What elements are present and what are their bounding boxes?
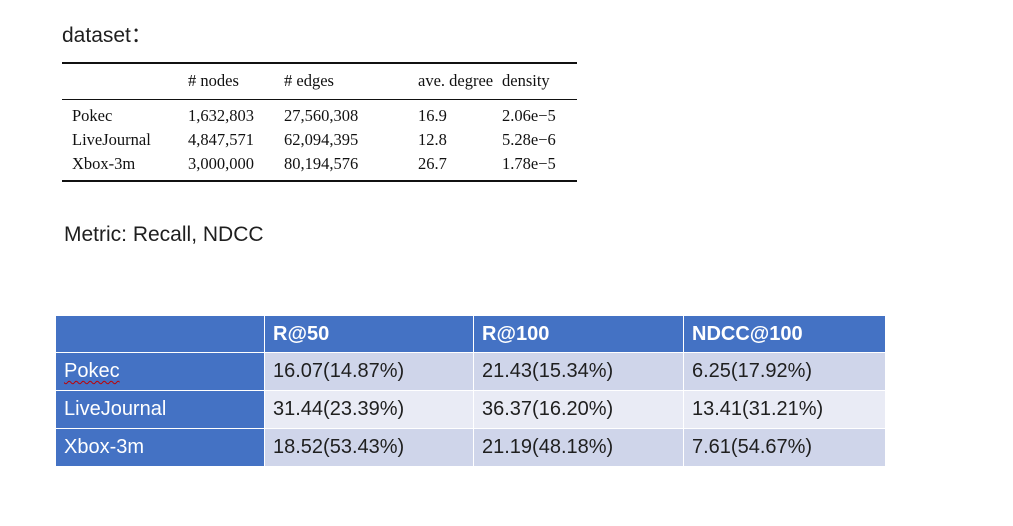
stats-nodes: 3,000,000 <box>188 154 254 173</box>
results-ndcc100-cell: 7.61(54.67%) <box>683 428 886 467</box>
stats-density: 5.28e−6 <box>502 130 556 149</box>
stats-header-row: # nodes # edges ave. degree density <box>62 64 577 100</box>
stats-edges: 80,194,576 <box>284 154 359 173</box>
results-ndcc100-cell: 6.25(17.92%) <box>683 352 886 391</box>
stats-nodes: 4,847,571 <box>188 130 254 149</box>
results-dataset-name: Pokec <box>64 360 120 382</box>
stats-row: Xbox-3m 3,000,000 80,194,576 26.7 1.78e−… <box>62 152 577 176</box>
stats-degree: 26.7 <box>418 154 447 173</box>
stats-edges: 27,560,308 <box>284 106 359 125</box>
stats-dataset-name: Xbox-3m <box>72 154 136 173</box>
results-header-r50: R@50 <box>264 315 474 353</box>
results-dataset-cell: LiveJournal <box>55 390 265 429</box>
results-r100-cell: 21.43(15.34%) <box>473 352 684 391</box>
dataset-stats-table: # nodes # edges ave. degree density Poke… <box>62 62 577 182</box>
results-r50-cell: 18.52(53.43%) <box>264 428 474 467</box>
stats-nodes: 1,632,803 <box>188 106 254 125</box>
results-r100-cell: 21.19(48.18%) <box>473 428 684 467</box>
stats-density: 1.78e−5 <box>502 154 556 173</box>
stats-header-edges: # edges <box>284 71 334 90</box>
results-header-row: R@50 R@100 NDCC@100 <box>55 315 886 353</box>
results-header-corner <box>55 315 265 353</box>
results-dataset-cell: Pokec <box>55 352 265 391</box>
results-row: LiveJournal 31.44(23.39%) 36.37(16.20%) … <box>55 390 886 429</box>
results-r50-cell: 31.44(23.39%) <box>264 390 474 429</box>
stats-row: LiveJournal 4,847,571 62,094,395 12.8 5.… <box>62 128 577 152</box>
stats-degree: 12.8 <box>418 130 447 149</box>
stats-dataset-name: Pokec <box>72 106 113 125</box>
stats-dataset-name: LiveJournal <box>72 130 151 149</box>
results-ndcc100-cell: 13.41(31.21%) <box>683 390 886 429</box>
results-dataset-cell: Xbox-3m <box>55 428 265 467</box>
results-row: Xbox-3m 18.52(53.43%) 21.19(48.18%) 7.61… <box>55 428 886 467</box>
stats-header-nodes: # nodes <box>188 71 239 90</box>
results-row: Pokec 16.07(14.87%) 21.43(15.34%) 6.25(1… <box>55 352 886 391</box>
results-header-r100: R@100 <box>473 315 684 353</box>
results-table: R@50 R@100 NDCC@100 Pokec 16.07(14.87%) … <box>55 315 886 467</box>
results-r50-cell: 16.07(14.87%) <box>264 352 474 391</box>
dataset-label: dataset： <box>62 24 152 47</box>
stats-header-degree: ave. degree <box>418 71 494 90</box>
results-r100-cell: 36.37(16.20%) <box>473 390 684 429</box>
stats-body: Pokec 1,632,803 27,560,308 16.9 2.06e−5 … <box>62 100 577 180</box>
stats-edges: 62,094,395 <box>284 130 359 149</box>
stats-row: Pokec 1,632,803 27,560,308 16.9 2.06e−5 <box>62 104 577 128</box>
stats-header-density: density <box>502 71 550 90</box>
results-header-ndcc100: NDCC@100 <box>683 315 886 353</box>
stats-degree: 16.9 <box>418 106 447 125</box>
stats-density: 2.06e−5 <box>502 106 556 125</box>
metric-label: Metric: Recall, NDCC <box>64 223 264 246</box>
